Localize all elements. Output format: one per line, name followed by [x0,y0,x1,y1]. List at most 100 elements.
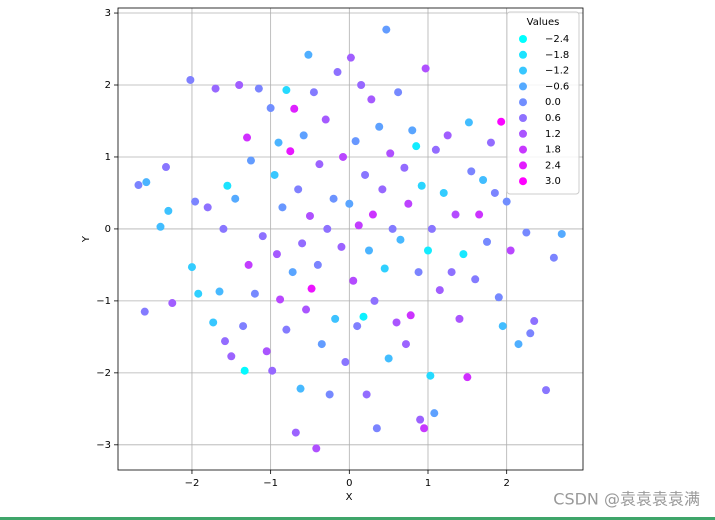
scatter-point [278,203,287,212]
scatter-point [549,253,558,262]
legend-label: 0.6 [545,113,561,124]
scatter-point [514,340,523,349]
scatter-point [526,329,535,338]
scatter-point [227,352,236,361]
y-tick-label: 3 [105,8,111,19]
scatter-point [209,318,218,327]
scatter-point [421,64,430,73]
scatter-point [304,50,313,59]
scatter-point [447,268,456,277]
scatter-point [262,347,271,356]
scatter-point [378,185,387,194]
scatter-point [367,95,376,104]
scatter-point [294,185,303,194]
scatter-point [325,390,334,399]
legend-marker [519,161,527,170]
scatter-point [420,424,429,433]
scatter-point [345,199,354,208]
scatter-point [331,314,340,323]
scatter-point [341,358,350,367]
scatter-point [502,197,511,206]
legend-marker [519,114,527,122]
scatter-point [288,268,297,277]
scatter-point [451,210,460,219]
scatter-point [244,260,253,269]
scatter-point [142,178,151,187]
scatter-point [368,210,377,219]
legend-marker [519,82,527,91]
scatter-point [400,163,409,172]
scatter-point [471,275,480,284]
scatter-point [337,242,346,251]
scatter-point [221,337,230,346]
scatter-point [270,170,279,179]
scatter-point [186,75,195,84]
scatter-point [351,137,360,146]
scatter-point [246,156,255,165]
scatter-point [380,264,389,273]
scatter-point [254,84,263,93]
scatter-point [498,322,507,331]
scatter-point [431,145,440,154]
scatter-point [346,53,355,62]
legend-label: 2.4 [545,160,561,171]
legend-marker [519,145,527,154]
scatter-point [497,117,506,126]
scatter-point [339,152,348,161]
watermark: CSDN @袁袁袁袁满 [553,490,700,509]
scatter-point [272,250,281,259]
scatter-point [239,322,248,331]
scatter-point [396,235,405,244]
scatter-point [370,296,379,305]
scatter-point [522,228,531,237]
scatter-point [291,428,300,437]
scatter-point [486,138,495,147]
legend-label: −1.2 [545,66,569,77]
scatter-point [313,260,322,269]
scatter-point [439,188,448,197]
scatter-point [506,246,515,255]
scatter-point [386,149,395,158]
scatter-point [266,104,275,113]
scatter-point [427,224,436,233]
scatter-point [384,354,393,363]
scatter-point [302,305,311,314]
scatter-point [223,181,232,190]
y-tick-label: 2 [105,80,111,91]
legend-marker [519,177,527,186]
legend-label: 1.2 [545,129,561,140]
scatter-point [250,289,259,298]
scatter-point [333,68,342,77]
scatter-point [483,237,492,246]
scatter-point [530,317,539,326]
y-tick-label: −2 [96,368,111,379]
scatter-point [299,131,308,140]
plot-frame [117,7,584,471]
scatter-point [412,142,421,151]
scatter-point [392,318,401,327]
scatter-point [309,88,318,97]
scatter-point [417,181,426,190]
x-tick-label: 1 [425,478,431,489]
scatter-point [329,194,338,203]
scatter-point [362,390,371,399]
scatter-point [353,322,362,331]
scatter-point [455,314,464,323]
bottom-strip [0,517,715,520]
scatter-point [312,444,321,453]
scatter-point [276,295,285,304]
scatter-point [424,246,432,255]
scatter-point [268,366,277,375]
scatter-point [494,293,503,302]
scatter-point [382,25,391,34]
scatter-point [467,167,476,176]
y-axis-label: Y [81,235,92,243]
scatter-point [321,115,330,124]
scatter-point [305,211,314,220]
x-tick-label: −2 [185,478,200,489]
scatter-point [298,239,307,248]
scatter-point [282,325,291,334]
scatter-point [243,133,252,142]
scatter-point [215,287,224,296]
legend-marker [519,66,527,75]
